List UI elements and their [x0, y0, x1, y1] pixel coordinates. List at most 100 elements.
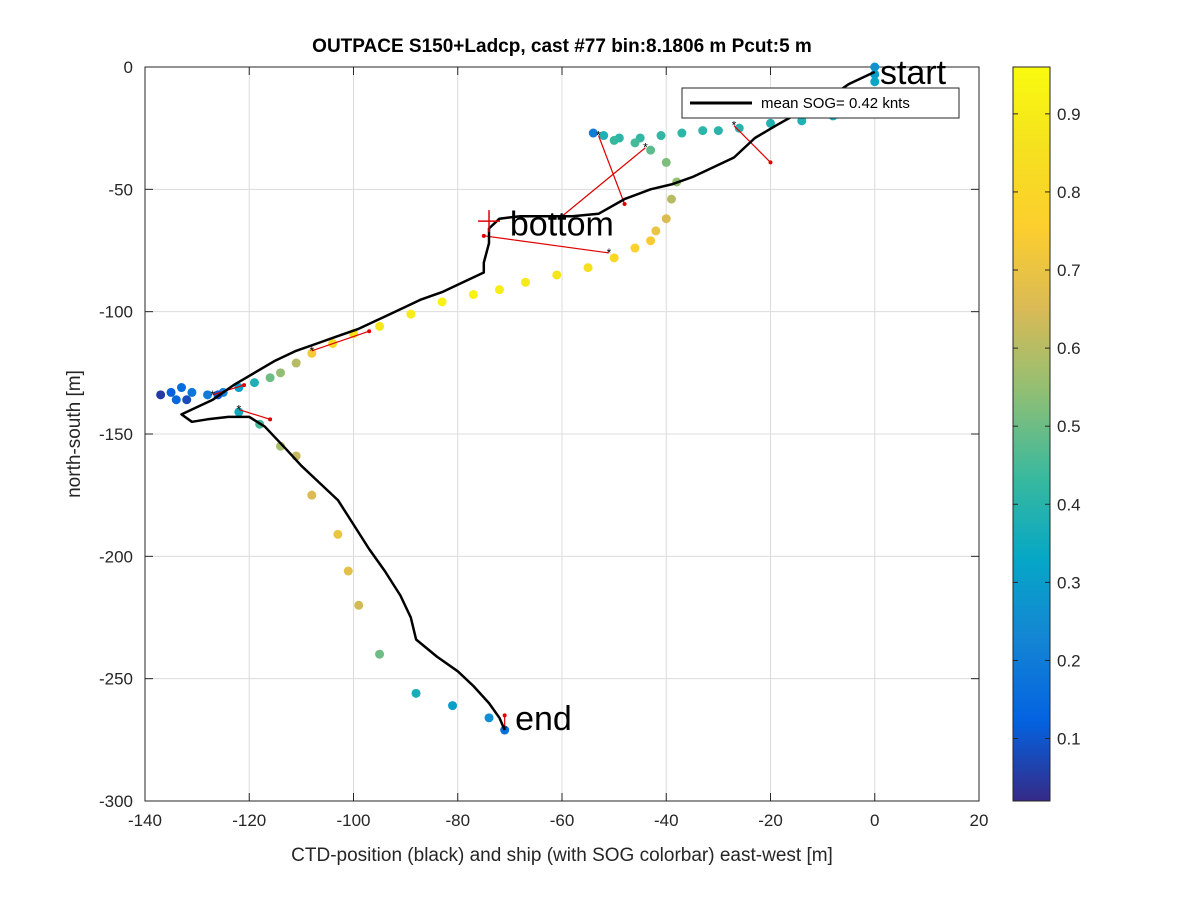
pairing-lines: * * * * * * * * [210, 119, 773, 737]
pairing-ctd-marker: * [607, 246, 612, 260]
x-tick-label: -80 [445, 811, 470, 830]
ship-point [734, 123, 744, 133]
ship-point [468, 290, 478, 300]
annotation-start: start [880, 54, 947, 92]
pairing-line [311, 330, 370, 352]
ship-point [656, 131, 666, 141]
ship-point [182, 395, 192, 405]
ship-point [494, 285, 504, 295]
y-axis-label: north-south [m] [64, 370, 85, 498]
ship-point [646, 145, 656, 155]
colorbar-tick-label: 0.1 [1057, 730, 1081, 749]
ship-point [166, 387, 176, 397]
ship-point [766, 118, 775, 128]
ship-point [307, 348, 317, 358]
ship-point [343, 566, 353, 576]
ship-point [307, 490, 317, 500]
colorbar [1012, 66, 1051, 802]
legend-label: mean SOG= 0.42 knts [761, 95, 910, 112]
colorbar-ticks: 0.1 0.2 0.3 0.4 0.5 0.6 0.7 0.8 0.9 [1013, 105, 1081, 749]
ship-point [870, 62, 880, 72]
ship-point [276, 368, 286, 378]
ship-point [609, 135, 619, 145]
colorbar-tick-label: 0.5 [1057, 417, 1081, 436]
y-tick-label: -200 [99, 547, 133, 566]
ship-point [333, 529, 343, 539]
y-tick-label: -250 [99, 670, 133, 689]
ship-point [583, 263, 593, 273]
x-tick-label: -100 [336, 811, 370, 830]
pairing-ctd-marker: * [732, 119, 737, 133]
pairing-ctd-marker: * [643, 141, 648, 155]
pairing-line [597, 135, 626, 205]
ship-point [870, 77, 880, 87]
ship-point [234, 383, 244, 393]
ship-point [249, 378, 259, 388]
y-tick-label: -150 [99, 425, 133, 444]
pairing-ship-dot [481, 233, 486, 238]
y-tick-label: -100 [99, 303, 133, 322]
grid [145, 67, 979, 801]
ship-point [661, 157, 671, 167]
pairing-ship-dot [502, 713, 507, 718]
ship-point [651, 226, 661, 236]
ship-point [484, 713, 494, 723]
ship-point [265, 373, 275, 383]
chart-title: OUTPACE S150+Ladcp, cast #77 bin:8.1806 … [312, 36, 812, 57]
colorbar-tick-label: 0.7 [1057, 261, 1081, 280]
y-tick-label: -50 [108, 180, 133, 199]
y-tick-label: 0 [124, 58, 133, 77]
colorbar-tick-label: 0.3 [1057, 573, 1081, 592]
x-tick-label: -120 [232, 811, 266, 830]
y-tick-label: -300 [99, 792, 133, 811]
x-tick-label: 0 [870, 811, 879, 830]
ship-point [176, 383, 186, 393]
pairing-ship-dot [242, 383, 247, 388]
x-tick-label: -140 [128, 811, 162, 830]
pairing-line [238, 408, 271, 420]
pairing-ctd-marker: * [502, 723, 507, 737]
ship-point [375, 321, 385, 331]
ship-point [448, 701, 458, 711]
ship-point [406, 309, 416, 319]
ctd-track [180, 70, 876, 731]
ship-point [156, 390, 166, 400]
pairing-ship-dot [622, 202, 627, 207]
ship-point [521, 277, 531, 287]
pairing-ship-dot [268, 417, 273, 422]
pairing-ctd-marker: * [309, 344, 314, 358]
ship-point [171, 395, 181, 405]
ship-point [698, 126, 708, 136]
ship-point [666, 194, 676, 204]
x-axis-label: CTD-position (black) and ship (with SOG … [291, 845, 833, 866]
pairing-line [483, 235, 609, 254]
ship-point [630, 243, 640, 253]
ship-point [552, 270, 562, 280]
ship-point [411, 688, 421, 698]
ship-point [646, 236, 656, 246]
annotation-end: end [515, 700, 572, 738]
markers [478, 210, 501, 233]
colorbar-tick-label: 0.8 [1057, 183, 1081, 202]
ship-point [354, 600, 364, 610]
ship-point [588, 128, 598, 138]
x-tick-label: 20 [970, 811, 989, 830]
ship-point [187, 387, 197, 397]
x-tick-label: -40 [654, 811, 679, 830]
ship-point [599, 131, 609, 141]
pairing-ship-dot [768, 160, 773, 165]
annotation-bottom: bottom [510, 206, 614, 244]
pairing-ctd-marker: * [210, 388, 215, 402]
colorbar-tick-label: 0.4 [1057, 495, 1081, 514]
ship-point [203, 390, 213, 400]
ship-point [375, 649, 385, 659]
ship-point [437, 297, 447, 307]
pairing-ship-dot [367, 329, 372, 334]
colorbar-tick-label: 0.9 [1057, 105, 1081, 124]
ctd-track-line [180, 70, 876, 731]
ship-point [291, 358, 301, 368]
pairing-line [733, 125, 771, 163]
ship-point [609, 253, 619, 263]
